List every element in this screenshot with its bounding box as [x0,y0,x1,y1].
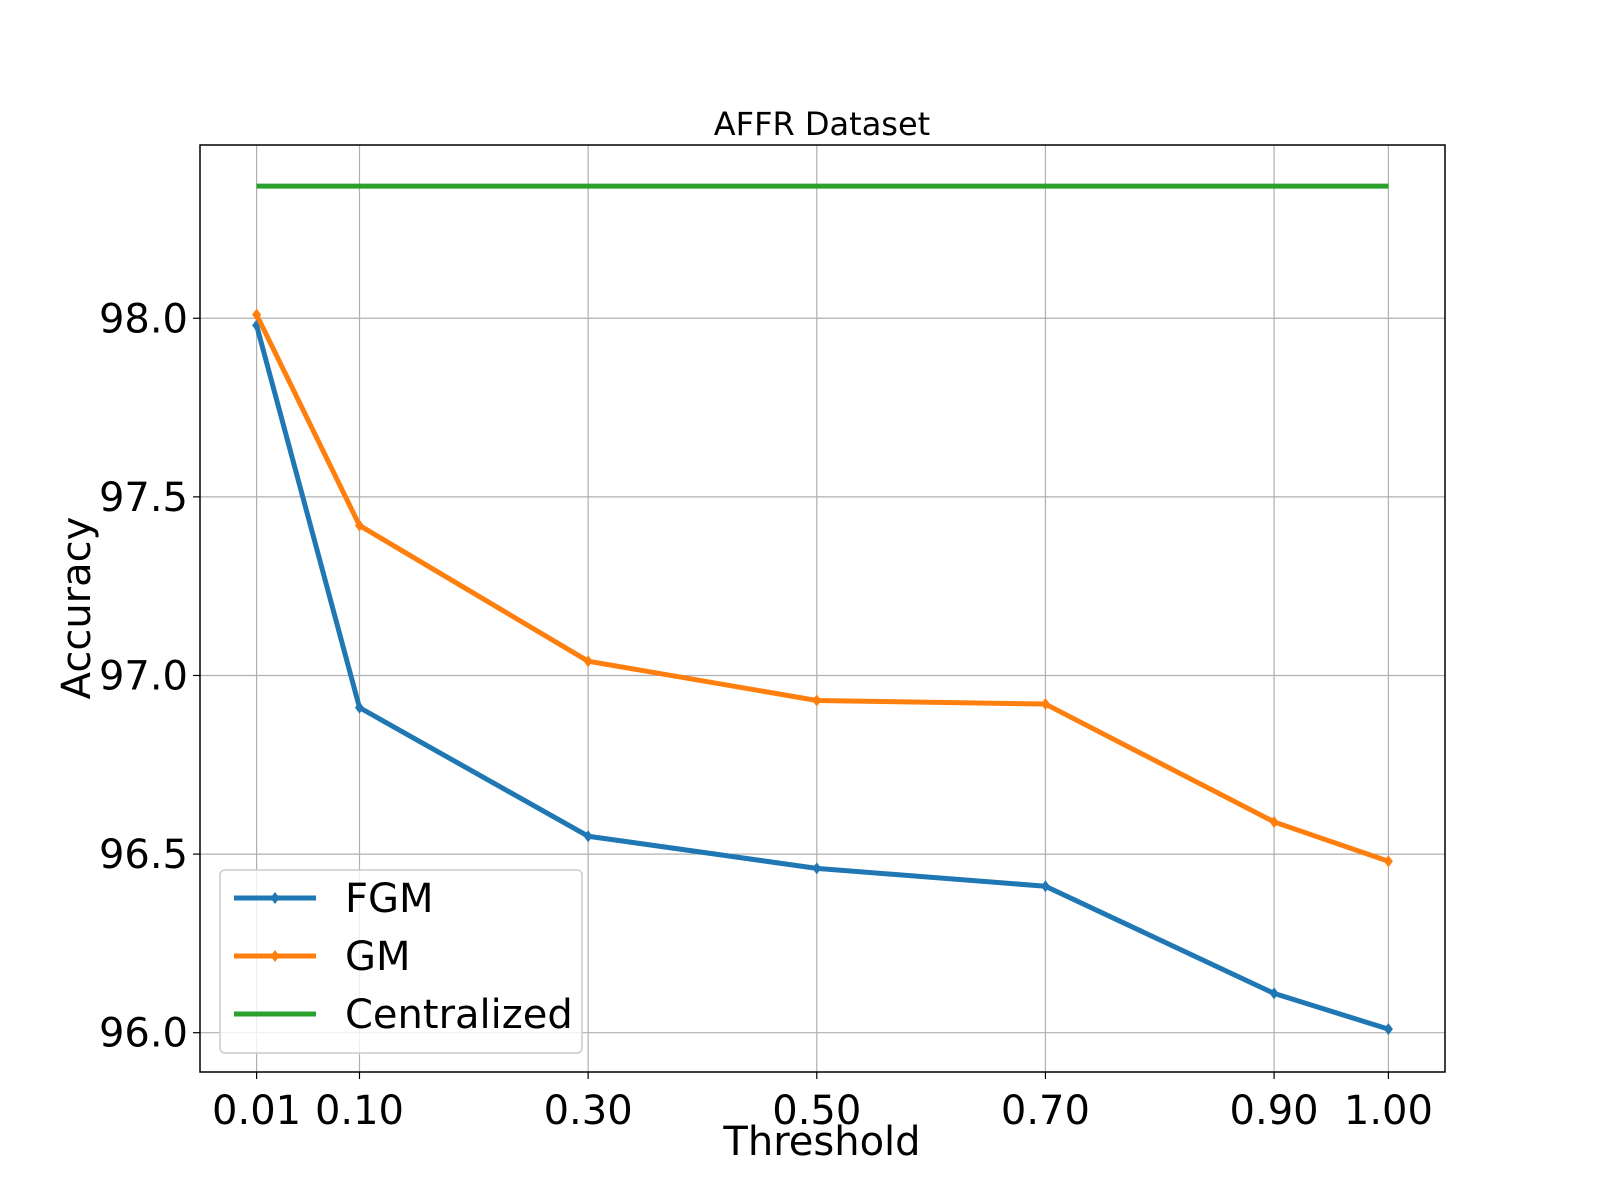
data-point-gm [812,694,822,707]
x-axis-label: Threshold [722,1119,920,1165]
legend-label-gm: GM [345,934,411,980]
series-line-gm [254,313,1390,864]
data-point-fgm [1383,1023,1393,1036]
y-tick-label: 96.0 [99,1011,188,1057]
legend-item-fgm: FGM [234,876,434,922]
legend-label-fgm: FGM [345,876,434,922]
chart-title: AFFR Dataset [714,105,930,143]
legend-label-centralized: Centralized [345,992,573,1038]
x-tick-label: 0.30 [544,1088,633,1134]
series-fgm [252,319,1393,1036]
data-point-gm [252,308,262,321]
x-tick-label: 0.10 [315,1088,404,1134]
legend-marker-fgm [270,892,280,904]
legend-item-centralized: Centralized [234,992,573,1038]
series-gm [252,308,1393,868]
grid-lines [200,145,1445,1072]
y-tick-label: 97.0 [99,653,188,699]
data-point-fgm [583,830,593,843]
y-axis-label: Accuracy [54,517,100,700]
data-point-gm [354,519,364,532]
x-tick-label: 0.90 [1230,1088,1319,1134]
axis-ticks: 0.01 0.10 0.30 0.50 0.70 0.90 1.00 96.0 96.5 97.0… [99,296,1433,1134]
data-point-fgm [1269,987,1279,1000]
legend: FGM GM Centralized [219,869,583,1054]
series-lines [252,183,1393,1036]
x-tick-label: 0.50 [772,1088,861,1134]
x-tick-label: 0.01 [212,1088,301,1134]
data-point-gm [583,655,593,668]
plot-frame [199,144,1446,1073]
legend-item-gm: GM [234,934,411,980]
data-point-gm [1269,815,1279,828]
y-tick-label: 97.5 [99,475,188,521]
data-point-gm [1383,855,1393,868]
legend-box [219,869,583,1054]
data-point-fgm [1040,880,1050,893]
y-tick-label: 96.5 [99,832,188,878]
y-tick-label: 98.0 [99,296,188,342]
data-point-fgm [812,862,822,875]
data-point-fgm [354,701,364,714]
legend-marker-gm [270,950,280,962]
x-tick-label: 0.70 [1001,1088,1090,1134]
x-tick-label: 1.00 [1344,1088,1433,1134]
data-point-gm [1040,698,1050,711]
